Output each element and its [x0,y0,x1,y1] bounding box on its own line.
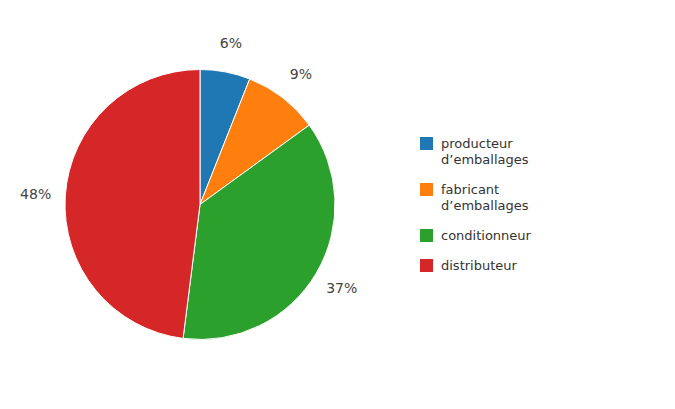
data-label: 6% [220,35,242,51]
legend-label: fabricantd’emballages [441,182,529,213]
pie: 6% 9% 37% 48% [20,35,357,340]
chart: 6% 9% 37% 48% producteurd’emballages fabrican… [0,0,675,409]
legend-swatch [420,259,433,272]
legend-item: producteurd’emballages [420,136,529,167]
legend-swatch [420,183,433,196]
legend-swatch [420,229,433,242]
legend-label: producteurd’emballages [441,136,529,167]
data-label: 37% [326,280,357,296]
legend-label: conditionneur [441,228,532,243]
legend: producteurd’emballages fabricantd’emballa… [420,136,532,273]
data-label: 48% [20,186,51,202]
data-label: 9% [290,66,312,82]
legend-swatch [420,137,433,150]
pie-slice [183,125,335,339]
legend-item: distributeur [420,258,518,273]
legend-label: distributeur [441,258,518,273]
pie-slice [65,70,200,339]
legend-item: fabricantd’emballages [420,182,529,213]
legend-item: conditionneur [420,228,532,243]
